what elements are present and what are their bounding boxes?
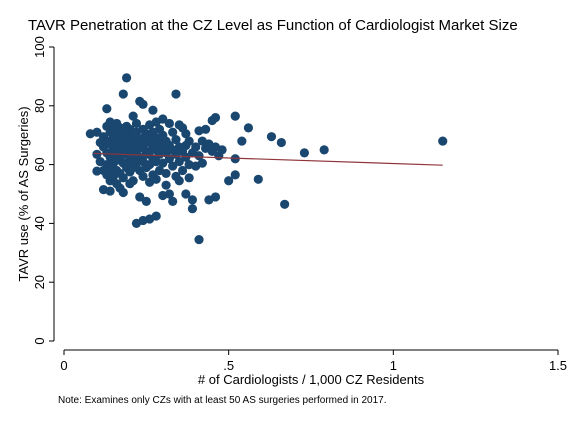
y-tick-label: 0	[32, 337, 47, 344]
data-point	[181, 189, 191, 199]
data-point	[158, 114, 168, 124]
data-point	[299, 148, 310, 158]
data-point	[128, 176, 138, 186]
data-point	[174, 176, 184, 186]
data-point	[138, 99, 148, 109]
data-point	[168, 127, 178, 137]
data-point	[187, 195, 198, 205]
data-point	[230, 170, 240, 180]
data-point	[191, 142, 201, 152]
data-point	[177, 165, 188, 176]
data-point	[161, 180, 171, 190]
chart-note: Note: Examines only CZs with at least 50…	[58, 395, 387, 406]
data-point	[121, 73, 132, 83]
y-tick-label: 20	[32, 275, 47, 289]
data-point	[151, 211, 161, 221]
y-tick-label: 40	[32, 216, 47, 230]
data-point	[181, 152, 191, 162]
data-point	[197, 158, 207, 168]
data-point	[151, 174, 161, 184]
data-point	[266, 132, 277, 142]
data-point	[92, 149, 102, 159]
data-point	[319, 145, 329, 155]
data-point	[138, 171, 148, 181]
data-point	[92, 166, 102, 176]
data-point	[141, 196, 151, 206]
fit-line-layer	[93, 152, 443, 166]
data-point	[161, 168, 171, 179]
data-point	[230, 111, 240, 121]
data-point	[224, 176, 234, 186]
data-point	[210, 112, 221, 123]
data-point	[276, 137, 286, 148]
data-point	[438, 136, 448, 146]
y-axis: 0 20 40 60 80 100	[32, 36, 55, 345]
data-point	[253, 174, 263, 184]
data-point	[217, 145, 227, 155]
x-axis: 0 .5 1 1.5	[60, 349, 567, 373]
x-tick-label: 1	[390, 358, 397, 373]
y-tick-label: 80	[32, 99, 47, 113]
x-axis-label: # of Cardiologists / 1,000 CZ Residents	[198, 372, 425, 387]
data-point	[184, 136, 194, 146]
data-point	[210, 192, 221, 202]
data-point	[118, 173, 128, 183]
data-point	[243, 123, 254, 133]
x-tick-label: 0	[60, 358, 67, 373]
data-point	[164, 189, 174, 199]
data-point	[194, 151, 204, 161]
data-point	[118, 89, 128, 99]
data-point	[148, 105, 158, 115]
data-point	[158, 158, 168, 168]
data-point	[237, 136, 247, 146]
data-point	[135, 192, 145, 202]
data-point	[131, 118, 142, 129]
data-point	[194, 234, 204, 245]
data-point	[92, 127, 102, 137]
data-point	[105, 186, 115, 196]
fit-line	[93, 152, 443, 166]
data-point	[164, 118, 174, 129]
data-point	[201, 124, 211, 134]
data-point	[118, 187, 128, 198]
data-point	[184, 173, 194, 183]
x-tick-label: .5	[223, 358, 234, 373]
data-point	[168, 196, 178, 206]
y-axis-label: TAVR use (% of AS Surgeries)	[16, 106, 31, 281]
data-point	[174, 157, 184, 167]
data-point	[128, 111, 138, 121]
data-point	[168, 161, 178, 171]
x-tick-label: 1.5	[549, 358, 567, 373]
y-tick-label: 60	[32, 157, 47, 171]
data-point	[280, 199, 290, 209]
chart-title: TAVR Penetration at the CZ Level as Func…	[28, 17, 518, 34]
data-point	[187, 204, 198, 214]
data-point	[171, 135, 181, 145]
data-point	[171, 89, 181, 99]
data-point	[181, 129, 191, 139]
y-tick-label: 100	[32, 36, 47, 58]
data-point	[102, 104, 112, 114]
